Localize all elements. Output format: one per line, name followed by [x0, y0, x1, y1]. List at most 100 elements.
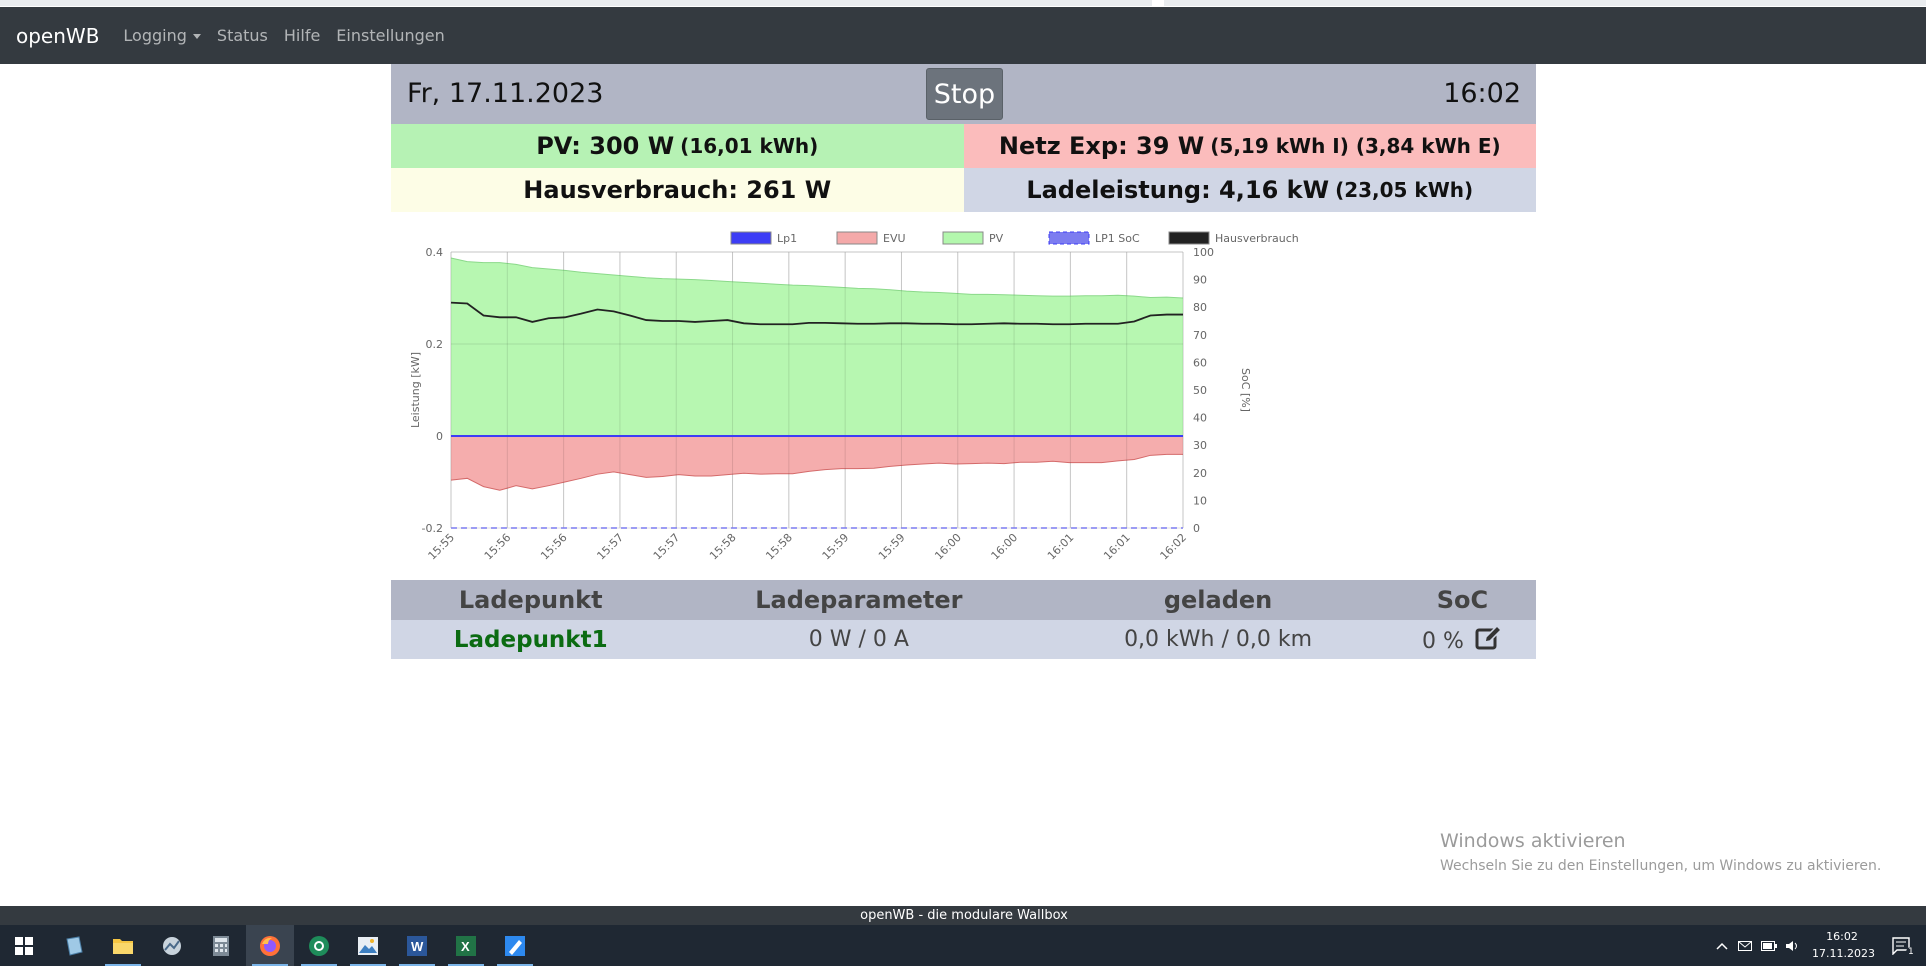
- house-consumption: Hausverbrauch: 261 W: [523, 176, 832, 204]
- window-right-edge: [1926, 0, 1928, 967]
- firefox-icon[interactable]: [246, 925, 294, 966]
- nav-einstellungen[interactable]: Einstellungen: [336, 26, 445, 45]
- browser-tab-strip: [0, 0, 1152, 6]
- ladepunkt-name[interactable]: Ladepunkt1: [391, 620, 671, 659]
- x-tick-label: 15:57: [594, 531, 626, 563]
- y2-tick-label: 50: [1193, 384, 1207, 397]
- y-tick-label: 0.4: [426, 246, 444, 259]
- y2-tick-label: 80: [1193, 301, 1207, 314]
- battery-icon[interactable]: [1761, 925, 1777, 966]
- calculator-icon[interactable]: [197, 925, 245, 966]
- power-chart-container: Lp1 EVU PV LP1 SoC Hausverbrauch 0.4 0.2 0 -0.2 1…: [391, 212, 1536, 580]
- windows-activation-watermark: Windows aktivieren Wechseln Sie zu den E…: [1440, 830, 1881, 874]
- watermark-title: Windows aktivieren: [1440, 830, 1626, 852]
- col-ladeparameter: Ladeparameter: [670, 580, 1048, 620]
- col-ladepunkt: Ladepunkt: [391, 580, 671, 620]
- browser-tab-strip: [1164, 0, 1928, 6]
- y2-tick-label: 90: [1193, 274, 1207, 287]
- soc-cell: 0 %: [1388, 620, 1536, 659]
- series-line-hausverbrauch: [450, 301, 1183, 326]
- tile-row-1: PV: 300 W (16,01 kWh) Netz Exp: 39 W (5,…: [391, 124, 1536, 168]
- legend-label-pv: PV: [989, 232, 1004, 245]
- legend-label-evu: EVU: [883, 232, 906, 245]
- date-time-row: Fr, 17.11.2023 Stop 16:02: [391, 64, 1536, 124]
- pv-power: PV: 300 W: [536, 132, 675, 160]
- navbar: openWB Logging Status Hilfe Einstellunge…: [0, 7, 1928, 64]
- x-tick-label: 16:00: [932, 531, 964, 563]
- clock-date: 17.11.2023: [1812, 947, 1875, 960]
- excel-icon[interactable]: X: [442, 925, 490, 966]
- pv-tile: PV: 300 W (16,01 kWh): [391, 124, 964, 168]
- navbar-brand[interactable]: openWB: [16, 23, 100, 48]
- mail-icon[interactable]: [1738, 925, 1752, 966]
- charging-power-tile: Ladeleistung: 4,16 kW (23,05 kWh): [963, 168, 1536, 212]
- main-content: Fr, 17.11.2023 Stop 16:02 PV: 300 W (16,…: [391, 64, 1536, 659]
- clock-time: 16:02: [1826, 930, 1858, 943]
- x-tick-label: 16:01: [1045, 531, 1077, 563]
- paint-icon[interactable]: [491, 925, 539, 966]
- chrome-like-icon[interactable]: [295, 925, 343, 966]
- x-tick-label: 15:58: [707, 531, 739, 563]
- geladen-value: 0,0 kWh / 0,0 km: [1047, 620, 1389, 659]
- image-viewer-icon[interactable]: [344, 925, 392, 966]
- nav-logging[interactable]: Logging: [123, 26, 201, 45]
- edit-icon[interactable]: [1475, 624, 1503, 651]
- windows-taskbar: W X 16:02 17.11.2023 1: [0, 925, 1928, 966]
- ladeparameter-value: 0 W / 0 A: [670, 620, 1048, 659]
- series-area-pv: [451, 257, 1183, 436]
- current-time: 16:02: [1443, 78, 1521, 109]
- y2-tick-label: 0: [1193, 522, 1200, 535]
- explorer-book-icon[interactable]: [50, 925, 98, 966]
- legend-swatch-evu: [836, 231, 878, 245]
- legend-label-lp1-soc: LP1 SoC: [1095, 232, 1140, 245]
- legend-swatch-lp1: [730, 231, 772, 245]
- volume-icon[interactable]: [1785, 925, 1801, 966]
- word-icon[interactable]: W: [393, 925, 441, 966]
- status-bar-text: openWB - die modulare Wallbox: [860, 908, 1068, 923]
- current-date: Fr, 17.11.2023: [407, 78, 604, 109]
- stop-button[interactable]: Stop: [926, 68, 1003, 120]
- series-area-evu: [451, 436, 1183, 491]
- col-soc: SoC: [1388, 580, 1536, 620]
- nav-status[interactable]: Status: [216, 26, 268, 45]
- grid-energy: (5,19 kWh I) (3,84 kWh E): [1210, 134, 1501, 158]
- y2-tick-label: 70: [1193, 329, 1207, 342]
- photos-icon[interactable]: [148, 925, 196, 966]
- legend-swatch-hausverbrauch: [1168, 231, 1210, 245]
- nav-hilfe[interactable]: Hilfe: [283, 26, 321, 45]
- taskbar-clock[interactable]: 16:02 17.11.2023: [1812, 928, 1875, 962]
- legend-swatch-lp1-soc: [1048, 231, 1090, 245]
- x-tick-label: 16:01: [1101, 531, 1133, 563]
- house-consumption-tile: Hausverbrauch: 261 W: [391, 168, 964, 212]
- x-tick-label: 15:56: [482, 531, 514, 563]
- svg-text:W: W: [411, 939, 424, 954]
- soc-value: 0 %: [1421, 629, 1464, 654]
- tray-chevron-up-icon[interactable]: [1716, 925, 1728, 966]
- nav-logging-label: Logging: [123, 26, 187, 45]
- x-tick-label: 16:00: [989, 531, 1021, 563]
- y2-tick-label: 30: [1193, 439, 1207, 452]
- y-tick-label: 0: [436, 430, 443, 443]
- x-tick-label: 15:57: [651, 531, 683, 563]
- charging-power: Ladeleistung: 4,16 kW: [1026, 176, 1330, 204]
- series-line-pv: [450, 257, 1184, 299]
- x-tick-label: 15:55: [426, 531, 458, 563]
- browser-top-strip: [0, 0, 1928, 7]
- svg-text:X: X: [461, 939, 470, 954]
- x-tick-label: 16:02: [1158, 531, 1190, 563]
- power-chart: Lp1 EVU PV LP1 SoC Hausverbrauch0.40.20-0.21…: [409, 231, 1299, 563]
- table-row: Ladepunkt1 0 W / 0 A 0,0 kWh / 0,0 km 0 …: [391, 620, 1536, 659]
- start-icon[interactable]: [0, 925, 48, 966]
- series-line-evu: [450, 453, 1183, 491]
- notification-icon[interactable]: 1: [1892, 925, 1916, 966]
- legend-swatch-pv: [942, 231, 984, 245]
- status-bar: openWB - die modulare Wallbox: [0, 906, 1928, 925]
- ladepunkt-table: Ladepunkt Ladeparameter geladen SoC Lade…: [391, 580, 1536, 659]
- y2-tick-label: 20: [1193, 467, 1207, 480]
- folder-icon[interactable]: [99, 925, 147, 966]
- y-tick-label: 0.2: [426, 338, 444, 351]
- legend-label-hausverbrauch: Hausverbrauch: [1215, 232, 1299, 245]
- col-geladen: geladen: [1047, 580, 1389, 620]
- tile-row-2: Hausverbrauch: 261 W Ladeleistung: 4,16 …: [391, 168, 1536, 212]
- charging-energy: (23,05 kWh): [1335, 178, 1474, 202]
